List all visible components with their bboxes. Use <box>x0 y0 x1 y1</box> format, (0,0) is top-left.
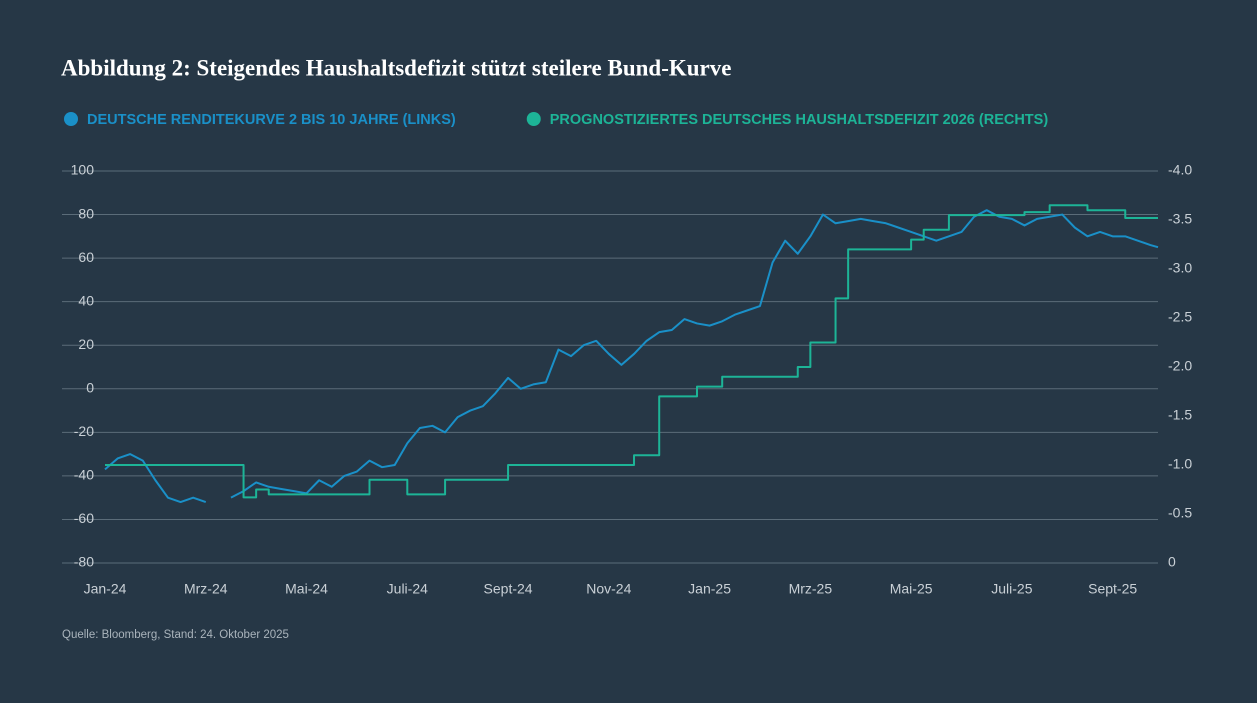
source-note: Quelle: Bloomberg, Stand: 24. Oktober 20… <box>62 629 289 641</box>
y-tick-label: 40 <box>78 292 94 308</box>
y2-tick-label: -2.0 <box>1168 358 1192 374</box>
y-tick-label: -20 <box>74 423 94 439</box>
y-tick-label: 20 <box>78 336 94 352</box>
x-tick-label: Juli-24 <box>387 581 428 597</box>
chart-title: Abbildung 2: Steigendes Haushaltsdefizit… <box>61 55 731 80</box>
x-tick-label: Mai-25 <box>890 581 933 597</box>
x-tick-label: Mai-24 <box>285 581 328 597</box>
y-tick-label: -60 <box>74 510 94 526</box>
x-tick-label: Sept-24 <box>484 581 533 597</box>
y-tick-label: -40 <box>74 467 94 483</box>
y-tick-label: -80 <box>74 554 94 570</box>
y2-tick-label: -3.5 <box>1168 211 1192 227</box>
y-tick-label: 60 <box>78 249 94 265</box>
legend-marker <box>526 112 541 126</box>
x-tick-label: Nov-24 <box>586 581 631 597</box>
y2-tick-label: -0.5 <box>1168 505 1192 521</box>
y-tick-label: 100 <box>71 162 95 178</box>
x-tick-label: Jan-25 <box>688 581 731 597</box>
legend-label: DEUTSCHE RENDITEKURVE 2 BIS 10 JAHRE (LI… <box>87 112 456 128</box>
y2-tick-label: -2.5 <box>1168 309 1192 325</box>
x-tick-label: Mrz-24 <box>184 581 228 597</box>
x-tick-label: Sept-25 <box>1088 581 1137 597</box>
series-line <box>105 204 1158 499</box>
y2-tick-label: -4.0 <box>1168 162 1192 178</box>
legend-marker <box>64 112 78 126</box>
series-line <box>104 209 1159 504</box>
y2-tick-label: -1.0 <box>1168 456 1192 472</box>
y2-tick-label: 0 <box>1168 554 1176 570</box>
x-tick-label: Juli-25 <box>991 581 1032 597</box>
y-tick-label: 80 <box>78 205 94 221</box>
y-tick-label: 0 <box>86 379 94 395</box>
y2-tick-label: -1.5 <box>1168 407 1192 423</box>
x-tick-label: Jan-24 <box>84 581 127 597</box>
y2-tick-label: -3.0 <box>1168 260 1192 276</box>
x-tick-label: Mrz-25 <box>789 581 833 597</box>
legend-label: PROGNOSTIZIERTES DEUTSCHES HAUSHALTSDEFI… <box>550 112 1049 128</box>
